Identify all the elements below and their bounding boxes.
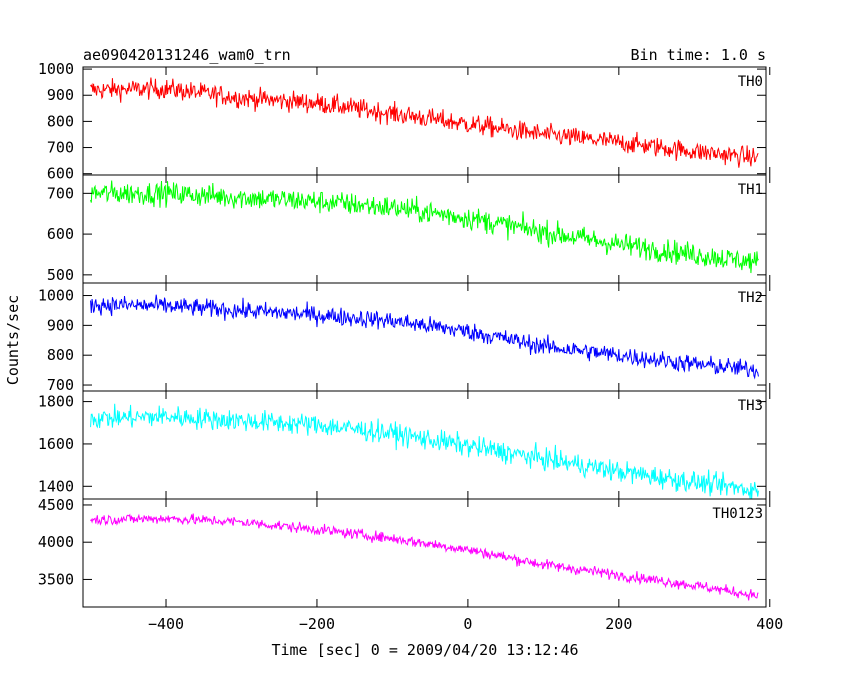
y-tick-label: 700 bbox=[47, 139, 74, 157]
x-tick-label: −400 bbox=[148, 615, 184, 633]
panel-label: TH0 bbox=[738, 74, 763, 90]
x-tick-label: −200 bbox=[299, 615, 335, 633]
y-tick-label: 4500 bbox=[38, 496, 74, 514]
panel-frame bbox=[82, 498, 767, 608]
series-th1 bbox=[90, 180, 759, 274]
panel-th0: 600 700 800 900 1000 TH0 bbox=[38, 60, 771, 183]
y-tick-label: 4000 bbox=[38, 533, 74, 551]
series-th2 bbox=[90, 294, 759, 380]
chart-title: ae090420131246_wam0_trn bbox=[83, 46, 291, 64]
x-tick-label: 0 bbox=[463, 615, 472, 633]
y-axis-label: Counts/sec bbox=[4, 295, 22, 385]
panel-label: TH1 bbox=[738, 182, 763, 198]
y-tick-label: 1800 bbox=[38, 393, 74, 411]
series-th0123 bbox=[90, 513, 759, 601]
y-tick-label: 1000 bbox=[38, 287, 74, 305]
series-th0 bbox=[90, 77, 759, 168]
y-tick-label: 700 bbox=[47, 376, 74, 394]
bin-time-label: Bin time: 1.0 s bbox=[631, 46, 766, 64]
panel-th3: 1400 1600 1800 TH3 bbox=[38, 390, 771, 500]
panel-th0123: 3500 4000 4500 TH0123 bbox=[38, 496, 771, 608]
y-tick-label: 1400 bbox=[38, 477, 74, 495]
y-tick-label: 900 bbox=[47, 316, 74, 334]
panel-th2: 700 800 900 1000 TH2 bbox=[38, 282, 771, 394]
y-tick-label: 1600 bbox=[38, 435, 74, 453]
panel-label: TH0123 bbox=[712, 506, 763, 522]
panel-frame bbox=[82, 174, 767, 284]
y-tick-label: 900 bbox=[47, 86, 74, 104]
x-axis-label: Time [sec] 0 = 2009/04/20 13:12:46 bbox=[271, 641, 578, 659]
panel-frame bbox=[82, 282, 767, 392]
series-th3 bbox=[90, 403, 759, 499]
x-tick-label: 400 bbox=[756, 615, 783, 633]
y-tick-label: 500 bbox=[47, 266, 74, 284]
y-tick-label: 600 bbox=[47, 165, 74, 183]
y-tick-label: 800 bbox=[47, 346, 74, 364]
y-tick-label: 700 bbox=[47, 184, 74, 202]
panel-label: TH2 bbox=[738, 290, 763, 306]
panel-label: TH3 bbox=[738, 398, 763, 414]
panel-th1: 500 600 700 TH1 bbox=[47, 174, 771, 284]
y-tick-label: 1000 bbox=[38, 60, 74, 78]
y-tick-label: 800 bbox=[47, 112, 74, 130]
x-axis: −400 −200 0 200 400 bbox=[148, 615, 783, 633]
x-tick-label: 200 bbox=[605, 615, 632, 633]
y-tick-label: 3500 bbox=[38, 570, 74, 588]
y-tick-label: 600 bbox=[47, 225, 74, 243]
